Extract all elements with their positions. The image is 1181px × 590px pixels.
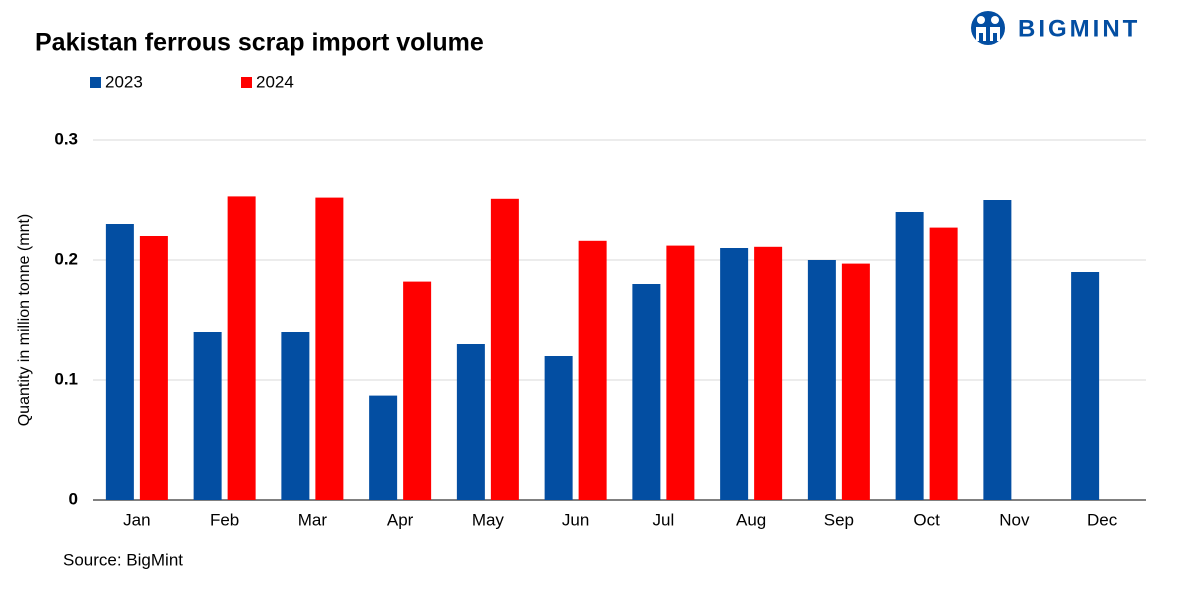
bar bbox=[720, 248, 749, 500]
x-tick-label: Jun bbox=[562, 510, 589, 529]
y-tick-label: 0.3 bbox=[54, 129, 78, 148]
x-tick-label: Oct bbox=[913, 510, 940, 529]
bar bbox=[227, 196, 256, 500]
bar bbox=[193, 332, 222, 500]
bar bbox=[983, 200, 1012, 500]
bar bbox=[490, 198, 519, 501]
x-tick-label: Feb bbox=[210, 510, 239, 529]
legend-swatch bbox=[90, 77, 101, 88]
bar bbox=[841, 263, 870, 500]
bar bbox=[369, 395, 398, 500]
x-tick-label: Jul bbox=[653, 510, 675, 529]
bar bbox=[281, 332, 310, 500]
logo-icon bbox=[971, 11, 1005, 45]
x-tick-label: Jan bbox=[123, 510, 150, 529]
bar bbox=[666, 245, 695, 500]
bar bbox=[895, 212, 924, 500]
chart-title: Pakistan ferrous scrap import volume bbox=[35, 29, 484, 57]
y-tick-label: 0.1 bbox=[54, 369, 78, 388]
bar bbox=[403, 281, 432, 500]
source: Source: BigMint bbox=[63, 550, 183, 569]
legend-swatch bbox=[241, 77, 252, 88]
x-tick-label: Aug bbox=[736, 510, 766, 529]
x-tick-label: Mar bbox=[298, 510, 328, 529]
bar bbox=[105, 224, 134, 500]
y-tick-label: 0.2 bbox=[54, 249, 78, 268]
bar bbox=[139, 236, 168, 500]
bar bbox=[807, 260, 836, 500]
bar bbox=[929, 227, 958, 500]
x-tick-label: Nov bbox=[999, 510, 1030, 529]
bar bbox=[456, 344, 485, 500]
x-tick-label: Sep bbox=[824, 510, 854, 529]
x-tick-label: May bbox=[472, 510, 505, 529]
logo-text: BIGMINT bbox=[1018, 15, 1140, 42]
bar bbox=[544, 356, 573, 500]
y-tick-label: 0 bbox=[69, 489, 78, 508]
bar bbox=[754, 246, 783, 500]
bar bbox=[632, 284, 661, 500]
bar bbox=[315, 197, 344, 500]
legend-label: 2024 bbox=[256, 72, 294, 91]
bar bbox=[1071, 272, 1100, 500]
bar bbox=[578, 240, 607, 501]
legend-label: 2023 bbox=[105, 72, 143, 91]
y-axis-label: Quantity in million tonne (mnt) bbox=[16, 214, 33, 427]
x-tick-label: Dec bbox=[1087, 510, 1118, 529]
x-tick-label: Apr bbox=[387, 510, 414, 529]
